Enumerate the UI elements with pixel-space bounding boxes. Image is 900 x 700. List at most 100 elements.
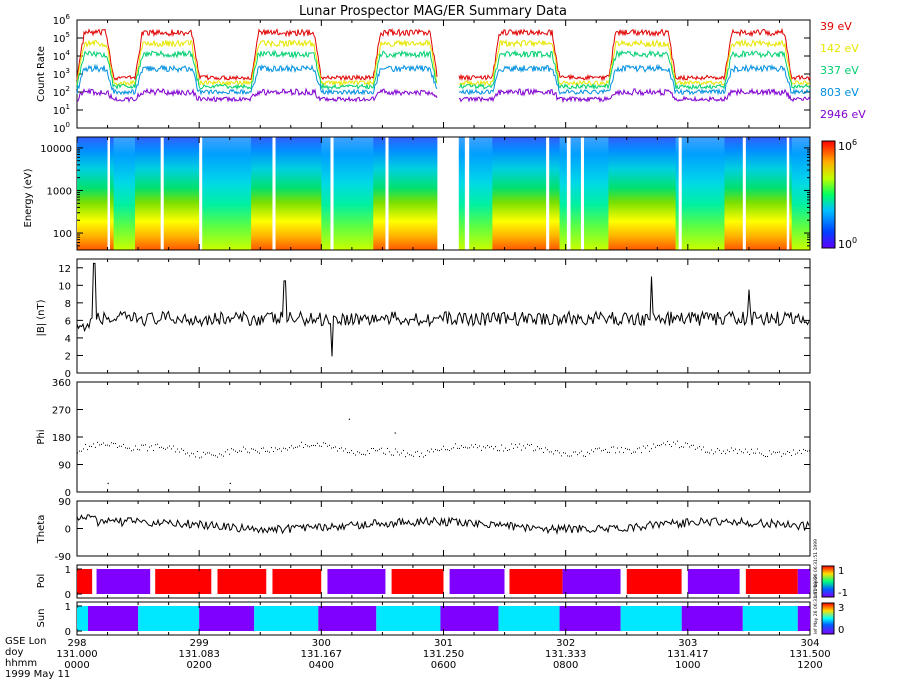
date-label: 1999 May 11 xyxy=(5,669,71,680)
phi-point xyxy=(561,455,562,457)
phi-point xyxy=(743,452,744,454)
phi-outlier xyxy=(107,482,109,485)
b-magnitude-ytick-label: 0 xyxy=(65,369,71,380)
phi-point xyxy=(659,445,660,447)
footer-row-3: hhmm xyxy=(5,659,37,669)
phi-point xyxy=(313,444,314,446)
phi-point xyxy=(777,451,778,453)
phi-point xyxy=(107,444,108,446)
phi-point xyxy=(617,447,618,449)
phi-point xyxy=(635,451,636,453)
phi-point xyxy=(765,455,766,457)
phi-point xyxy=(549,451,550,453)
phi-point xyxy=(163,447,164,449)
phi-point xyxy=(445,449,446,451)
b-magnitude-ytick-label: 8 xyxy=(65,299,71,310)
count-rate-panel: Count Rate xyxy=(36,19,811,129)
phi-point xyxy=(555,450,556,452)
phi-point xyxy=(305,444,306,446)
phi-point xyxy=(329,444,330,446)
phi-point xyxy=(167,447,168,449)
phi-point xyxy=(199,457,200,459)
theta-line xyxy=(76,514,810,535)
energy-gap-6 xyxy=(437,137,459,250)
phi-point xyxy=(643,445,644,447)
phi-ytick-label: 360 xyxy=(52,378,71,389)
phi-point xyxy=(627,448,628,450)
phi-point xyxy=(689,446,690,448)
phi-point xyxy=(653,443,654,445)
phi-point xyxy=(569,455,570,457)
phi-point xyxy=(143,444,144,446)
phi-point xyxy=(263,447,264,449)
phi-point xyxy=(551,451,552,453)
phi-point xyxy=(439,450,440,452)
phi-point xyxy=(795,453,796,455)
phi-point xyxy=(395,448,396,450)
count-rate-ytick-label: 104 xyxy=(53,49,71,63)
phi-point xyxy=(685,442,686,444)
phi-point xyxy=(193,453,194,455)
phi-point xyxy=(429,451,430,453)
phi-point xyxy=(89,445,90,447)
phi-point xyxy=(355,454,356,456)
phi-point xyxy=(261,447,262,449)
phi-point xyxy=(97,441,98,443)
phi-point xyxy=(255,449,256,451)
phi-point xyxy=(177,448,178,450)
phi-point xyxy=(459,447,460,449)
energy-ytick-label: 1000 xyxy=(47,186,72,197)
pol-segment-16 xyxy=(509,569,563,594)
phi-point xyxy=(687,443,688,445)
pol-colorbar xyxy=(821,565,835,598)
phi-point xyxy=(147,450,148,452)
phi-point xyxy=(783,453,784,455)
phi-point xyxy=(365,454,366,456)
sun-segment-3 xyxy=(199,606,255,631)
sun-segment-7 xyxy=(440,606,499,631)
xaxis-doy-tick-label: 131.000 xyxy=(56,649,97,660)
energy-day-band-1 xyxy=(135,137,200,250)
phi-point xyxy=(225,451,226,453)
phi-point xyxy=(481,449,482,451)
phi-point xyxy=(779,451,780,453)
phi-point xyxy=(633,451,634,453)
phi-point xyxy=(587,451,588,453)
phi-point xyxy=(793,449,794,451)
phi-point xyxy=(285,448,286,450)
phi-point xyxy=(719,449,720,451)
phi-point xyxy=(217,456,218,458)
sun-segment-6 xyxy=(376,606,441,631)
phi-point xyxy=(493,448,494,450)
phi-point xyxy=(649,450,650,452)
phi-point xyxy=(223,455,224,457)
phi-point xyxy=(173,445,174,447)
phi-point xyxy=(461,445,462,447)
footer-date: 1999 May 11 xyxy=(5,670,70,680)
phi-point xyxy=(573,451,574,453)
phi-point xyxy=(537,446,538,448)
theta-frame xyxy=(76,500,811,557)
phi-point xyxy=(655,446,656,448)
phi-point xyxy=(763,455,764,457)
energy-gap-7 xyxy=(464,137,470,250)
phi-point xyxy=(511,443,512,445)
pol-segment-3 xyxy=(150,569,156,594)
phi-point xyxy=(603,449,604,451)
phi-point xyxy=(303,446,304,448)
phi-point xyxy=(359,452,360,454)
phi-point xyxy=(711,449,712,451)
phi-point xyxy=(625,447,626,449)
sun-segment-12 xyxy=(742,606,798,631)
phi-point xyxy=(297,446,298,448)
phi-point xyxy=(533,450,534,452)
xaxis-doy-tick-label: 131.500 xyxy=(789,649,830,660)
phi-point xyxy=(799,449,800,451)
phi-point xyxy=(165,448,166,450)
phi-point xyxy=(641,452,642,454)
phi-point xyxy=(181,448,182,450)
phi-point xyxy=(423,456,424,458)
phi-point xyxy=(809,450,810,452)
phi-point xyxy=(307,445,308,447)
phi-point xyxy=(211,454,212,456)
